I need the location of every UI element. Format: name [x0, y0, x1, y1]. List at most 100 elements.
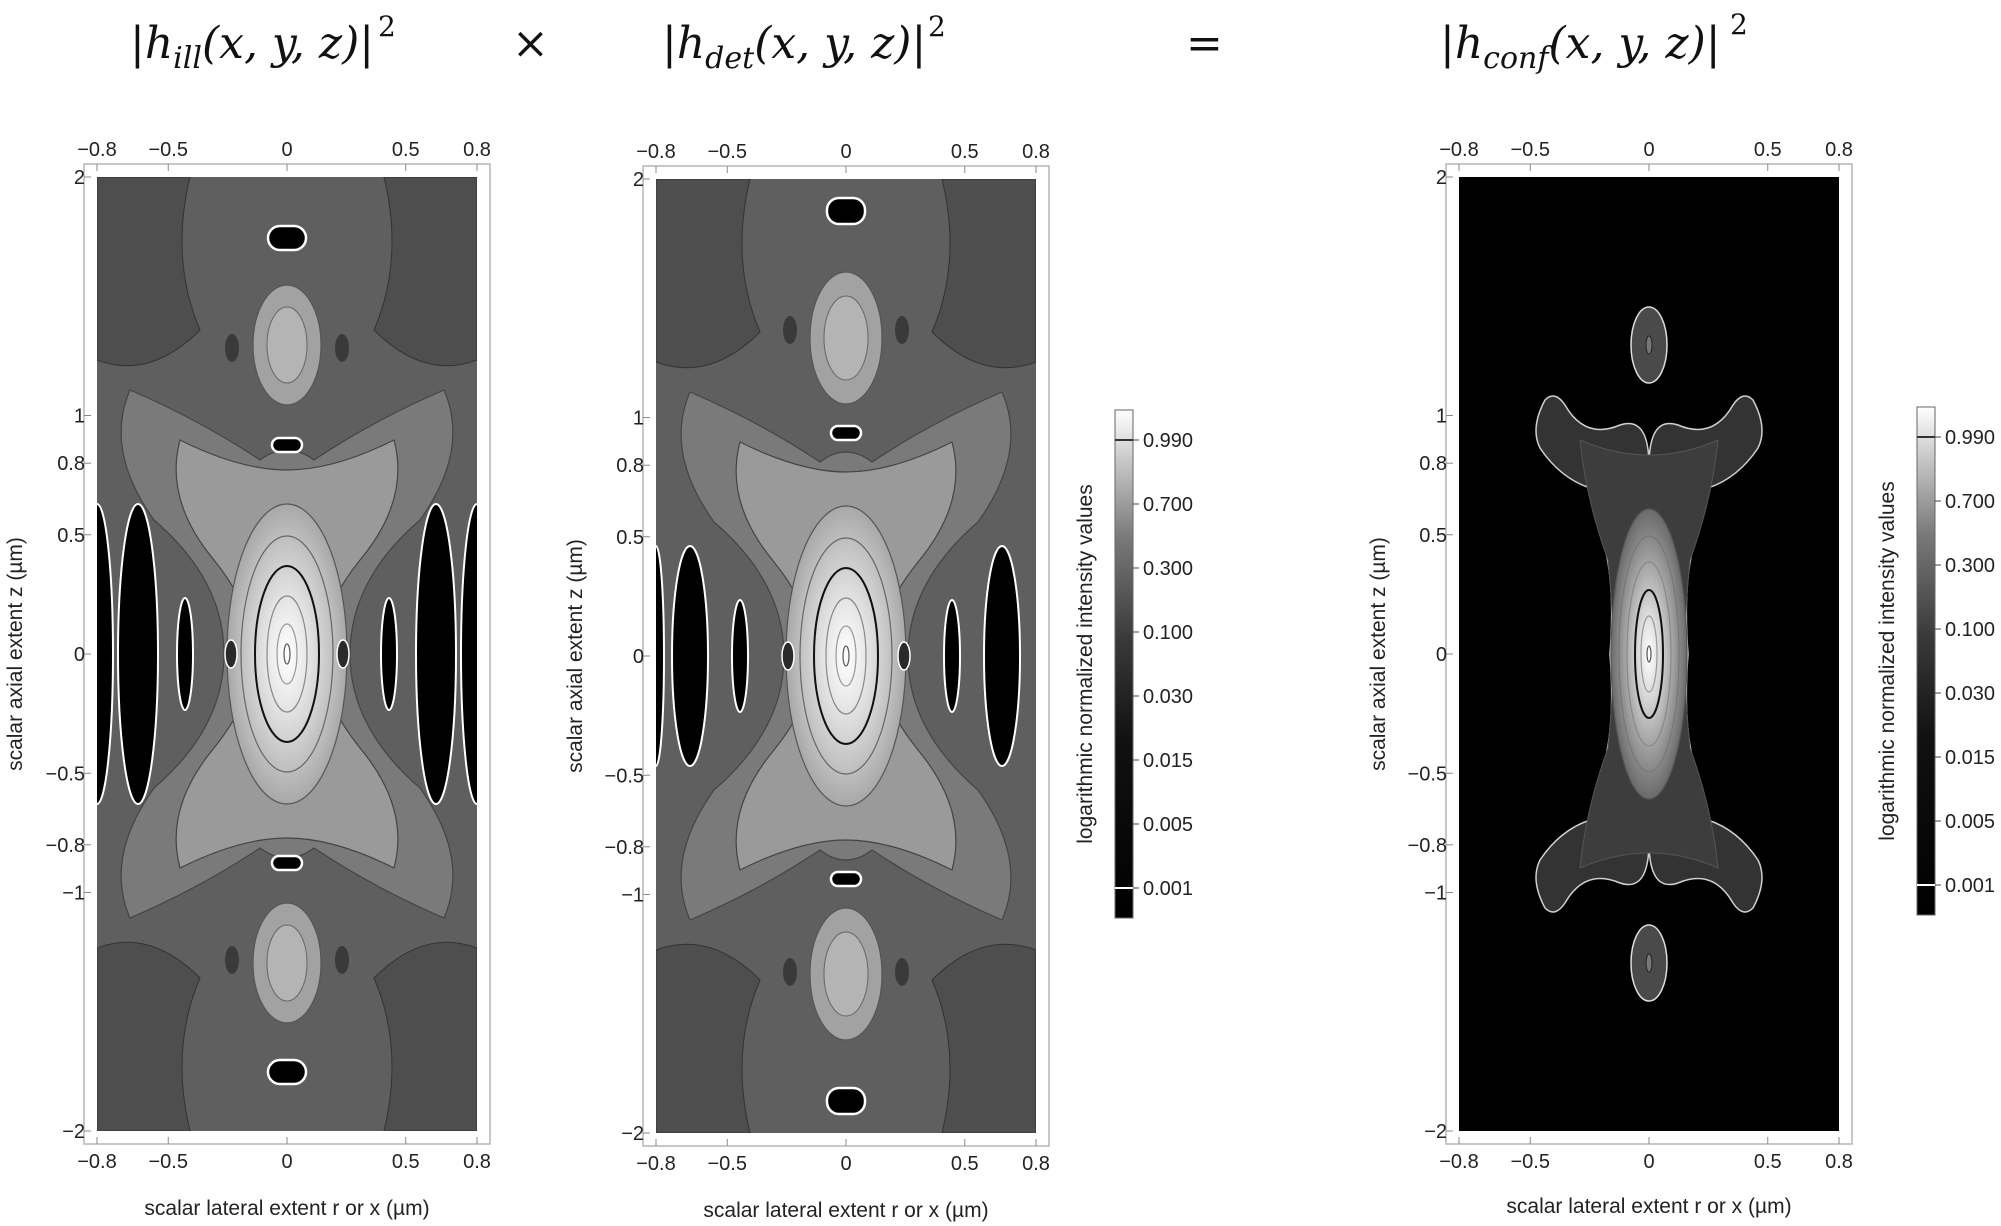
x-tick-label: 0 — [281, 1151, 292, 1173]
x-axis-label: scalar lateral extent r or x (µm) — [703, 1199, 988, 1222]
colorbar-label: logarithmic normalized intensity values — [1876, 481, 1899, 841]
y-tick-label: −2 — [1424, 1121, 1447, 1143]
colorbar-tick-label: 0.990 — [1945, 427, 1995, 449]
axial-minimum — [266, 1058, 308, 1086]
axes-confocal: −0.8 −0.8 −0.5 −0.5 0 0 0.5 0.5 0.8 0.8 2 1 0.8 0.5 0 −… — [1408, 139, 1853, 1173]
colorbar-tick-label: 0.030 — [1945, 683, 1995, 705]
y-tick-label: 2 — [633, 169, 644, 191]
x-tick-label: 0.5 — [392, 1151, 420, 1173]
y-tick-label: 2 — [74, 167, 85, 189]
x-tick-label: 0.8 — [1022, 1153, 1050, 1175]
y-tick-label: 1 — [74, 406, 85, 428]
x-tick-label-top: 0 — [281, 139, 292, 161]
equation-times: × — [512, 18, 549, 69]
equation-detection-exponent: 2 — [928, 10, 946, 43]
y-axis-label: scalar axial extent z (µm) — [1367, 537, 1390, 771]
axial-minimum — [829, 424, 863, 442]
colorbar-tick-label: 0.300 — [1945, 555, 1995, 577]
colorbar-tick-label: 0.005 — [1143, 814, 1193, 836]
x-tick-label-top: −0.8 — [77, 139, 116, 161]
x-axis-label: scalar lateral extent r or x (µm) — [1506, 1195, 1791, 1218]
x-tick-label: −0.5 — [1511, 1151, 1550, 1173]
x-tick-label-top: 0.5 — [951, 141, 979, 163]
y-tick-label: 0.8 — [616, 455, 644, 477]
equation-confocal-exponent: 2 — [1730, 8, 1748, 41]
colorbar-tick-label: 0.100 — [1945, 619, 1995, 641]
equation-detection: |hdet(x, y, z)| — [662, 18, 926, 76]
colorbar-tick-label: 0.015 — [1945, 747, 1995, 769]
colorbar-tick-label: 0.990 — [1143, 430, 1193, 452]
x-tick-label: −0.8 — [77, 1151, 116, 1173]
y-axis-label: scalar axial extent z (µm) — [4, 537, 27, 771]
axial-minimum — [270, 436, 304, 454]
y-tick-label: 0.5 — [616, 527, 644, 549]
y-tick-label: −1 — [62, 883, 85, 905]
equation-illumination-exponent: 2 — [378, 10, 396, 43]
y-tick-label: 0 — [74, 644, 85, 666]
y-tick-label: −0.5 — [1408, 763, 1447, 785]
axial-minimum — [825, 196, 867, 226]
x-tick-label: −0.8 — [1439, 1151, 1478, 1173]
y-tick-label: −0.8 — [46, 835, 85, 857]
x-tick-label: −0.5 — [149, 1151, 188, 1173]
colorbar-tick-label: 0.001 — [1945, 875, 1995, 897]
x-tick-label-top: −0.8 — [1439, 139, 1478, 161]
x-tick-label-top: 0 — [840, 141, 851, 163]
y-tick-label: −0.5 — [605, 765, 644, 787]
x-tick-label: −0.8 — [636, 1153, 675, 1175]
x-tick-label-top: 0.5 — [392, 139, 420, 161]
contour-field — [97, 177, 477, 1131]
axes-illumination: −0.8 −0.8 −0.5 −0.5 0 0 0.5 0.5 0.8 0.8 2 1 0.8 0.5 0 −… — [46, 139, 491, 1173]
y-tick-label: −1 — [621, 885, 644, 907]
x-tick-label: 0.5 — [951, 1153, 979, 1175]
x-tick-label-top: 0 — [1643, 139, 1654, 161]
y-tick-label: −2 — [62, 1121, 85, 1143]
colorbar-tick-label: 0.300 — [1143, 558, 1193, 580]
colorbar-label: logarithmic normalized intensity values — [1074, 484, 1097, 844]
contour-field — [656, 179, 1036, 1133]
x-tick-label-top: 0.8 — [463, 139, 491, 161]
axial-minimum — [266, 224, 308, 252]
y-tick-label: −1 — [1424, 883, 1447, 905]
x-tick-label-top: 0.8 — [1825, 139, 1853, 161]
y-tick-label: −0.8 — [605, 837, 644, 859]
y-tick-label: −0.5 — [46, 763, 85, 785]
colorbar-tick-label: 0.015 — [1143, 750, 1193, 772]
axes-detection: −0.8 −0.8 −0.5 −0.5 0 0 0.5 0.5 0.8 0.8 2 1 0.8 0.5 0 −… — [605, 141, 1050, 1175]
x-tick-label-top: 0.5 — [1754, 139, 1782, 161]
x-tick-label: 0 — [840, 1153, 851, 1175]
colorbar-confocal: 0.990 0.700 0.300 0.100 0.030 0.015 0.005 0.001… — [1876, 406, 1995, 916]
axial-minimum — [829, 870, 863, 888]
colorbar-tick-label: 0.005 — [1945, 811, 1995, 833]
x-tick-label: 0.8 — [1825, 1151, 1853, 1173]
x-tick-label-top: −0.5 — [1511, 139, 1550, 161]
y-tick-label: 0 — [1436, 644, 1447, 666]
x-tick-label: −0.5 — [708, 1153, 747, 1175]
colorbar-tick-label: 0.030 — [1143, 686, 1193, 708]
panel-confocal — [1445, 163, 1853, 1145]
axial-minimum — [825, 1086, 867, 1116]
y-tick-label: 0.5 — [1419, 525, 1447, 547]
x-tick-label: 0.5 — [1754, 1151, 1782, 1173]
x-tick-label-top: 0.8 — [1022, 141, 1050, 163]
y-tick-label: −2 — [621, 1123, 644, 1145]
colorbar-tick-label: 0.700 — [1945, 491, 1995, 513]
x-tick-label-top: −0.5 — [708, 141, 747, 163]
y-tick-label: 0.5 — [57, 525, 85, 547]
colorbar-tick-label: 0.001 — [1143, 878, 1193, 900]
colorbar-tick-label: 0.700 — [1143, 494, 1193, 516]
equation-illumination: |hill(x, y, z)| — [130, 18, 374, 76]
equation-equals: = — [1186, 18, 1223, 69]
x-tick-label-top: −0.5 — [149, 139, 188, 161]
colorbar-tick-label: 0.100 — [1143, 622, 1193, 644]
panel-detection — [642, 165, 1050, 1147]
y-tick-label: −0.8 — [1408, 835, 1447, 857]
y-tick-label: 2 — [1436, 167, 1447, 189]
x-tick-label: 0.8 — [463, 1151, 491, 1173]
colorbar-detection: 0.990 0.700 0.300 0.100 0.030 0.015 0.005 0.001… — [1074, 409, 1193, 919]
y-tick-label: 0.8 — [1419, 453, 1447, 475]
y-tick-label: 1 — [633, 408, 644, 430]
x-tick-label-top: −0.8 — [636, 141, 675, 163]
equation: |hill(x, y, z)| 2 × |hdet(x, y, z)| 2 = … — [130, 8, 1748, 76]
